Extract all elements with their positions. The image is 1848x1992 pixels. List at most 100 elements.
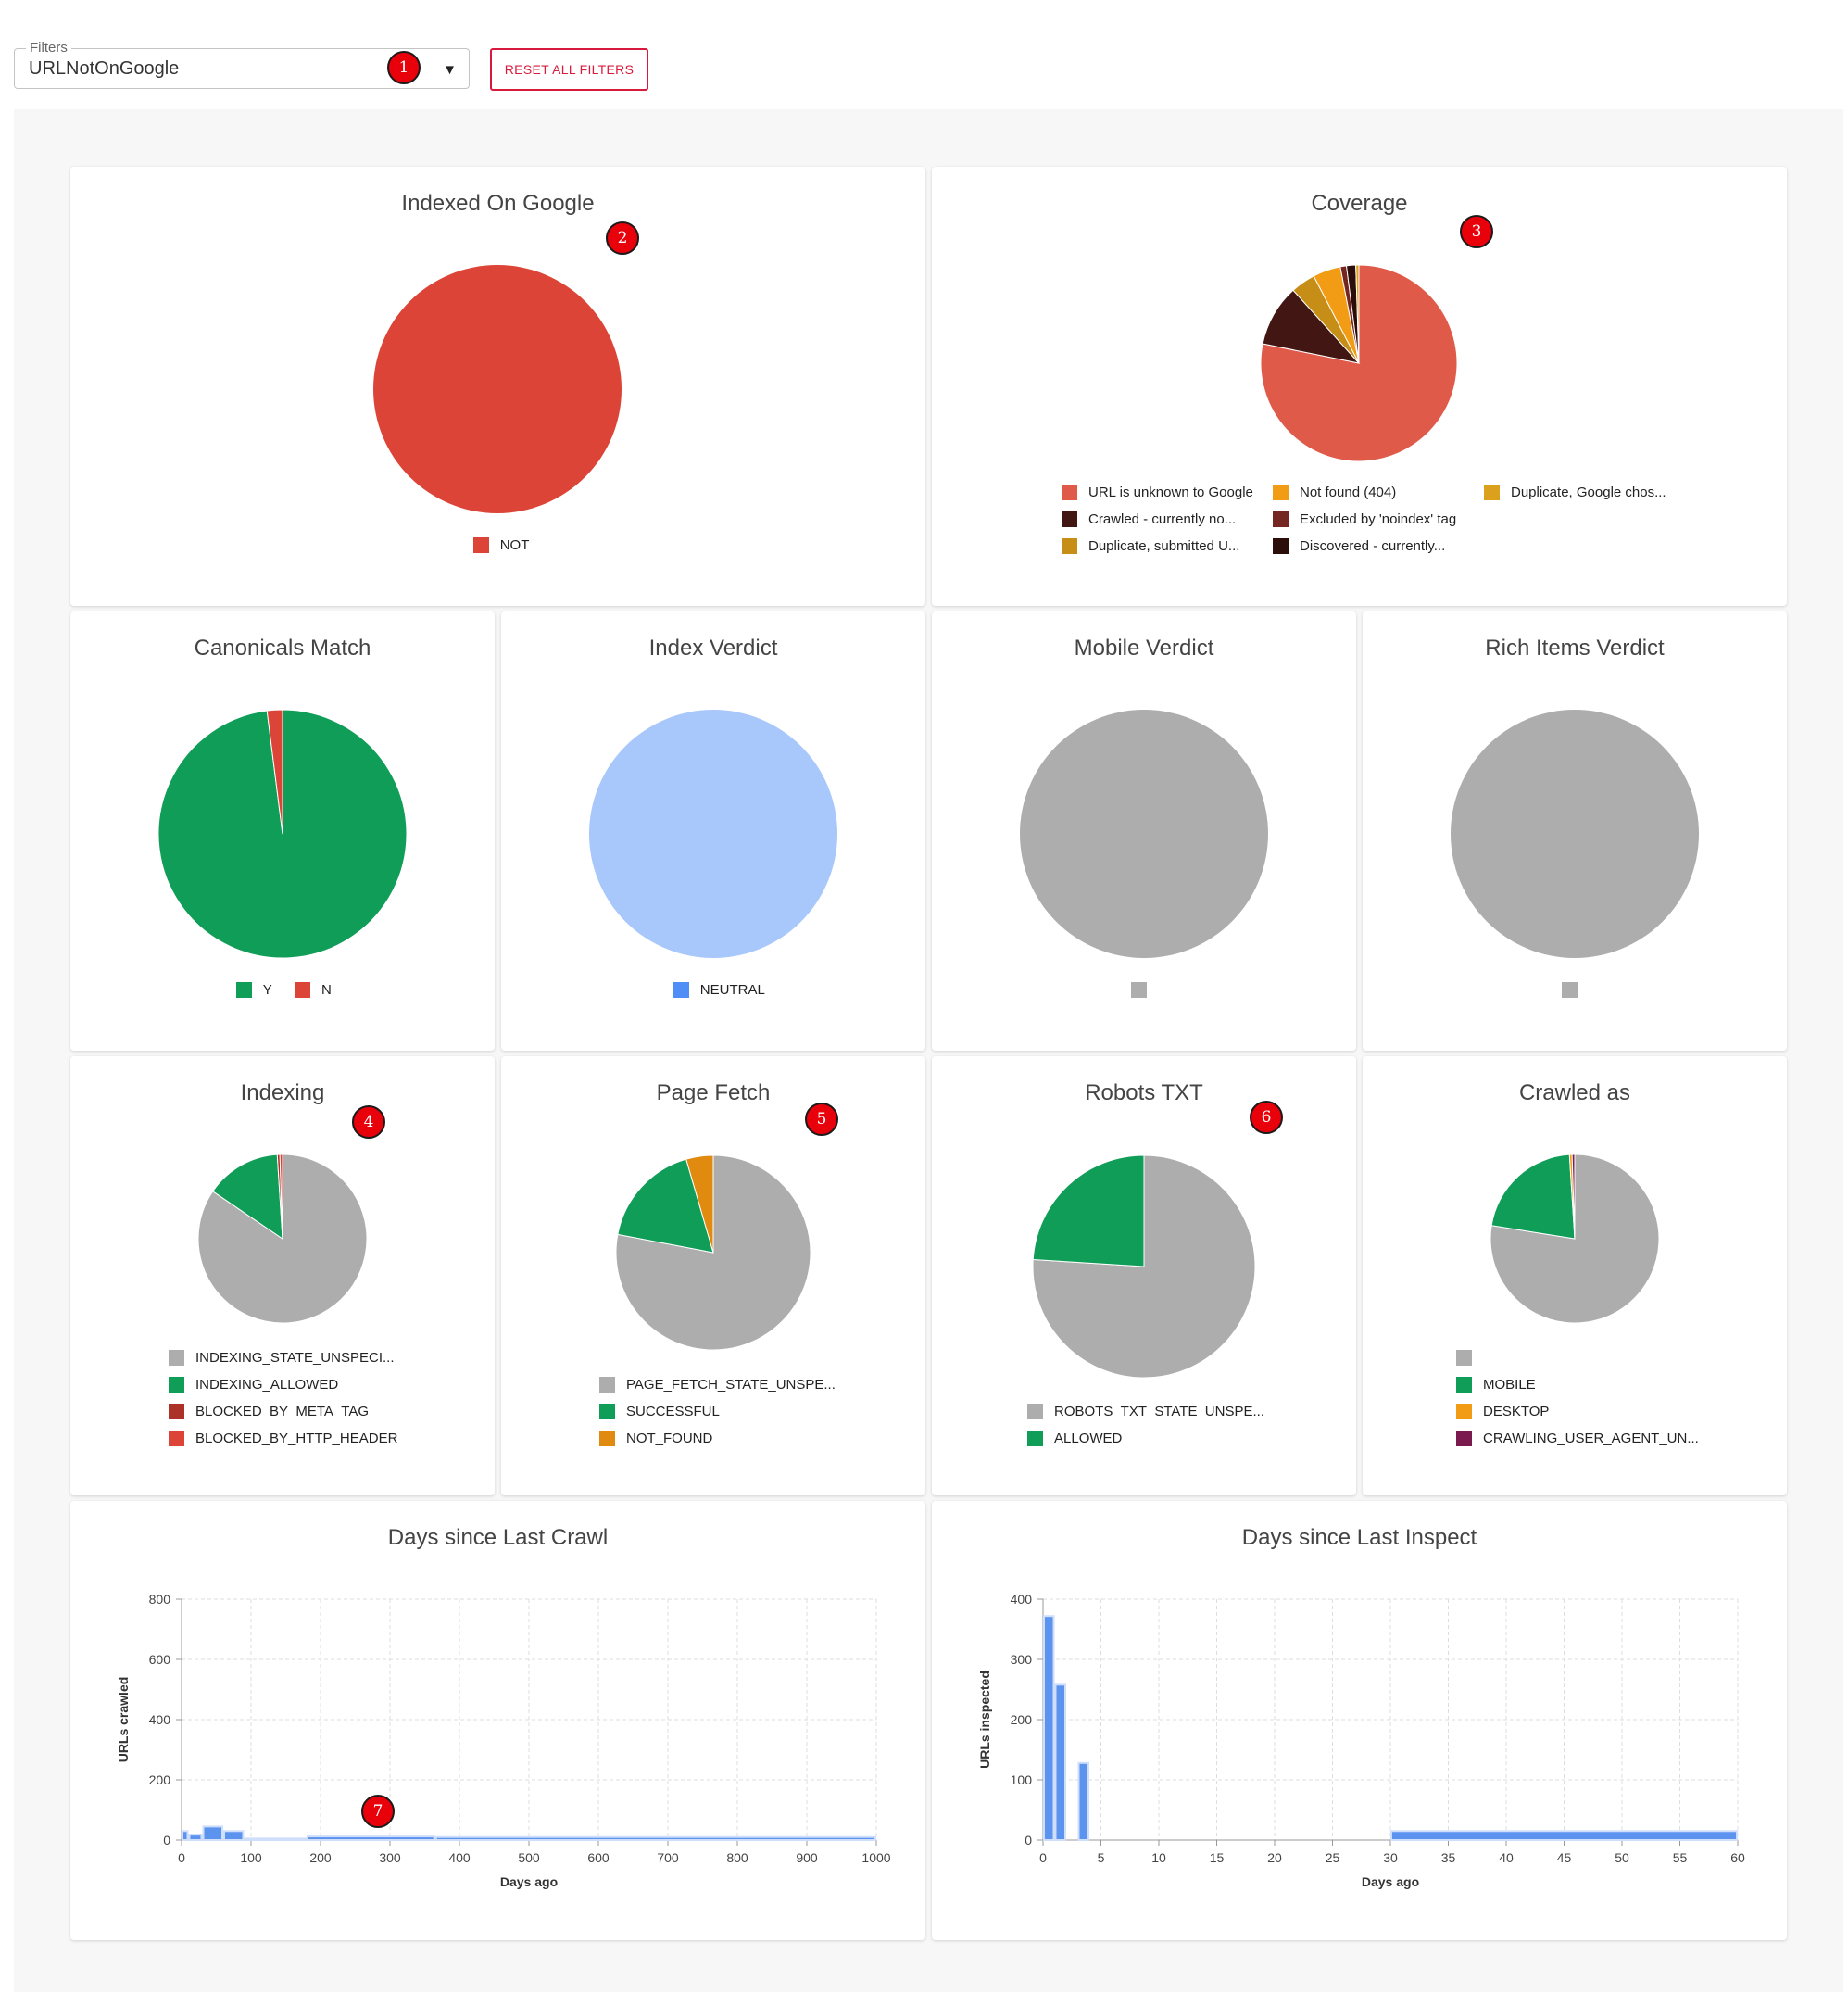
chart-svg [1490, 1154, 1660, 1324]
histogram-bar[interactable] [182, 1830, 189, 1841]
legend-swatch [1456, 1404, 1472, 1419]
chart-title: Page Fetch [656, 1080, 771, 1105]
legend-label: MOBILE [1483, 1377, 1536, 1393]
legend-swatch [599, 1404, 615, 1419]
annotation-marker-3: 3 [1460, 215, 1493, 248]
legend-swatch [1062, 485, 1077, 500]
x-tick-label: 15 [1210, 1850, 1225, 1865]
x-tick-label: 40 [1499, 1850, 1514, 1865]
card-indexed: Indexed On Google NOT [70, 167, 925, 606]
histogram-bar[interactable] [1077, 1761, 1089, 1841]
histogram-bar[interactable] [434, 1835, 876, 1841]
histogram-bar[interactable] [188, 1834, 203, 1841]
annotation-marker-2: 2 [606, 221, 639, 255]
pie-slice-crawling-user-agent-un[interactable] [1571, 1154, 1576, 1240]
y-tick-label: 300 [1011, 1652, 1033, 1667]
legend-swatch [1027, 1431, 1043, 1446]
pie-slice-robots-txt-state-unspe[interactable] [1032, 1154, 1256, 1379]
card-robots: Robots TXT ROBOTS_TXT_STATE_UNSPE... ALLOW… [932, 1056, 1356, 1495]
pie-slice-not[interactable] [373, 265, 622, 513]
dropdown-arrow-icon[interactable]: ▼ [443, 62, 457, 78]
y-tick-label: 0 [1025, 1833, 1032, 1847]
pie-slice-indexing-allowed[interactable] [212, 1154, 283, 1240]
x-tick-label: 60 [1730, 1850, 1745, 1865]
legend-swatch [1273, 538, 1289, 554]
histogram-bar[interactable] [202, 1825, 223, 1841]
histogram-bar[interactable] [307, 1835, 435, 1842]
x-tick-label: 600 [587, 1850, 610, 1865]
legend-swatch [295, 982, 310, 998]
legend-label: Duplicate, Google chos... [1511, 485, 1666, 500]
legend-swatch [1273, 485, 1289, 500]
legend-swatch [169, 1431, 184, 1446]
reset-all-filters-button[interactable]: RESET ALL FILTERS [490, 48, 648, 91]
pie-slice-duplicate-google-chos[interactable] [1355, 264, 1360, 364]
x-tick-label: 100 [240, 1850, 262, 1865]
chart-svg [1260, 264, 1458, 462]
legend-swatch [1027, 1404, 1043, 1419]
chart-svg [589, 710, 837, 958]
legend-swatch [1130, 982, 1147, 998]
pie-slice-allowed[interactable] [1032, 1154, 1145, 1267]
x-tick-label: 1000 [861, 1850, 890, 1865]
histogram-bar[interactable] [244, 1837, 307, 1841]
annotation-marker-4: 4 [352, 1105, 385, 1139]
card-page-fetch: Page Fetch PAGE_FETCH_STATE_UNSPE... SUCCE… [501, 1056, 925, 1495]
chart-title: Days since Last Inspect [1241, 1525, 1477, 1550]
filters-label: Filters [26, 40, 71, 56]
y-axis-title: URLs inspected [977, 1671, 992, 1769]
chart-title: Indexed On Google [401, 191, 595, 216]
pie-slice-successful[interactable] [617, 1158, 714, 1254]
legend-label: Discovered - currently... [1300, 538, 1446, 554]
legend-swatch [1062, 511, 1077, 527]
x-tick-label: 45 [1557, 1850, 1572, 1865]
x-tick-label: 0 [1039, 1850, 1047, 1865]
legend-label: BLOCKED_BY_HTTP_HEADER [195, 1431, 398, 1446]
card-indexing: Indexing INDEXING_STATE_UNSPECI... INDEXIN… [70, 1056, 495, 1495]
x-axis-title: Days ago [500, 1874, 558, 1889]
chart-svg [157, 709, 408, 959]
x-tick-label: 300 [379, 1850, 401, 1865]
pie-slice-neutral[interactable] [589, 710, 837, 958]
histogram-bar[interactable] [1390, 1830, 1738, 1841]
pie-slice-blank[interactable] [1020, 710, 1268, 958]
chart-title: Coverage [1311, 191, 1408, 216]
legend-swatch [599, 1431, 615, 1446]
x-axis-title: Days ago [1362, 1874, 1419, 1889]
legend-swatch [169, 1350, 184, 1366]
y-tick-label: 400 [1011, 1592, 1033, 1607]
annotation-marker-5: 5 [805, 1103, 838, 1136]
pie-slice-n[interactable] [266, 709, 283, 835]
y-tick-label: 100 [1011, 1772, 1033, 1787]
pie-slice-not-found[interactable] [685, 1154, 714, 1254]
y-tick-label: 200 [149, 1772, 171, 1787]
filters-select[interactable]: Filters URLNotOnGoogle ▼ [14, 40, 470, 89]
legend-label: URL is unknown to Google [1088, 485, 1253, 500]
histogram-bar[interactable] [223, 1830, 245, 1841]
histogram-bar[interactable] [1054, 1683, 1066, 1841]
legend-swatch [472, 537, 489, 553]
pie-slice-blank[interactable] [1451, 710, 1699, 958]
legend-swatch [1484, 485, 1500, 500]
legend-label: CRAWLING_USER_AGENT_UN... [1483, 1431, 1699, 1446]
legend-label: NOT_FOUND [626, 1431, 713, 1446]
legend-swatch [1062, 538, 1077, 554]
y-tick-label: 600 [149, 1652, 171, 1667]
chart-title: Rich Items Verdict [1485, 636, 1665, 661]
y-tick-label: 0 [163, 1833, 170, 1847]
legend-swatch [1456, 1431, 1472, 1446]
x-tick-label: 30 [1383, 1850, 1398, 1865]
chart-title: Mobile Verdict [1074, 636, 1214, 661]
legend-label: INDEXING_STATE_UNSPECI... [195, 1350, 395, 1366]
x-tick-label: 35 [1441, 1850, 1456, 1865]
legend-swatch [599, 1377, 615, 1393]
x-tick-label: 800 [726, 1850, 748, 1865]
legend-swatch [169, 1377, 184, 1393]
card-coverage: Coverage URL is unknown to Google Crawled … [932, 167, 1787, 606]
histogram-bar[interactable] [1043, 1615, 1055, 1841]
x-tick-label: 5 [1098, 1850, 1105, 1865]
pie-slice-mobile[interactable] [1490, 1154, 1576, 1240]
chart-title: Crawled as [1518, 1080, 1631, 1105]
pie-slice-blocked-by-http-header[interactable] [279, 1154, 283, 1240]
chart-svg: 0 200 400 600 800 0 100 200 300 400 500 600 700 800 90… [116, 1592, 891, 1889]
